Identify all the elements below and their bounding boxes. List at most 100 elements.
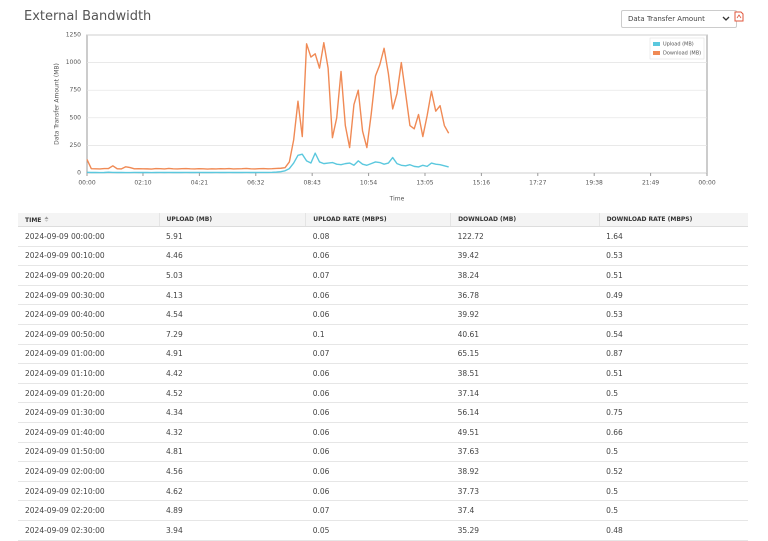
table-row: 2024-09-09 01:50:00 4.81 0.06 37.63 0.5: [18, 442, 748, 463]
table-cell: 36.78: [450, 285, 600, 306]
table-cell: 0.06: [305, 363, 451, 384]
table-cell: 0.49: [599, 285, 748, 306]
x-tick-label: 17:27: [529, 180, 546, 187]
legend-label: Upload (MB): [663, 42, 694, 48]
table-cell: 0.51: [599, 363, 748, 384]
table-row: 2024-09-09 00:20:00 5.03 0.07 38.24 0.51: [18, 265, 748, 286]
table-cell: 2024-09-09 01:00:00: [18, 344, 160, 365]
table-cell: 0.5: [599, 500, 748, 521]
table-row: 2024-09-09 01:20:00 4.52 0.06 37.14 0.5: [18, 383, 748, 404]
y-axis-label: Data Transfer Amount (MB): [54, 63, 61, 145]
x-tick-label: 10:54: [360, 180, 377, 187]
x-tick-label: 02:10: [134, 180, 151, 187]
legend-box: [649, 37, 705, 60]
column-header[interactable]: TIME: [18, 213, 160, 227]
table-cell: 2024-09-09 00:30:00: [18, 285, 160, 306]
table-cell: 2024-09-09 01:20:00: [18, 383, 160, 404]
table-header: TIME UPLOAD (MB) UPLOAD RATE (MBPS) DOWNLO…: [18, 213, 748, 227]
table-cell: 0.75: [599, 402, 748, 423]
table-cell: 0.5: [599, 481, 748, 502]
dropdown-text: Data Transfer Amount: [628, 15, 705, 23]
table-cell: 35.29: [450, 520, 600, 541]
table-cell: 4.32: [159, 422, 306, 443]
table-row: 2024-09-09 01:30:00 4.34 0.06 56.14 0.75: [18, 402, 748, 423]
sort-icon: [44, 216, 48, 222]
table-cell: 38.51: [450, 363, 600, 384]
table-cell: 2024-09-09 01:40:00: [18, 422, 160, 443]
table-cell: 2024-09-09 01:50:00: [18, 442, 160, 463]
table-cell: 0.06: [305, 304, 451, 325]
table-cell: 0.06: [305, 402, 451, 423]
table-cell: 2024-09-09 00:40:00: [18, 304, 160, 325]
table-cell: 4.81: [159, 442, 306, 463]
table-cell: 0.06: [305, 383, 451, 404]
metric-dropdown[interactable]: Data Transfer Amount: [621, 10, 737, 28]
table-row: 2024-09-09 02:20:00 4.89 0.07 37.4 0.5: [18, 500, 748, 521]
table-cell: 0.52: [599, 461, 748, 482]
table-cell: 39.92: [450, 304, 600, 325]
table-row: 2024-09-09 00:30:00 4.13 0.06 36.78 0.49: [18, 285, 748, 306]
table-cell: 4.62: [159, 481, 306, 502]
table-cell: 4.91: [159, 344, 306, 365]
table-cell: 4.54: [159, 304, 306, 325]
x-axis-label: Time: [389, 196, 405, 203]
legend-swatch: [653, 42, 660, 46]
table-cell: 0.54: [599, 324, 748, 345]
table-row: 2024-09-09 00:00:00 5.91 0.08 122.72 1.64: [18, 226, 748, 247]
table-cell: 0.1: [305, 324, 451, 345]
table-cell: 2024-09-09 00:50:00: [18, 324, 160, 345]
table-cell: 39.42: [450, 246, 600, 267]
legend: Upload (MB) Download (MB): [649, 37, 705, 60]
y-tick-label: 250: [70, 142, 82, 149]
table-cell: 3.94: [159, 520, 306, 541]
legend-swatch: [653, 51, 660, 55]
table-cell: 0.07: [305, 344, 451, 365]
table-cell: 0.06: [305, 461, 451, 482]
table-cell: 2024-09-09 02:10:00: [18, 481, 160, 502]
table-cell: 38.24: [450, 265, 600, 286]
table-cell: 37.4: [450, 500, 600, 521]
table-cell: 0.5: [599, 442, 748, 463]
y-tick-label: 0: [77, 170, 81, 177]
chart: 0 250 500 750 1000 1250 00:00 02:10 04:21 06:32 08…: [54, 32, 716, 203]
table-row: 2024-09-09 00:10:00 4.46 0.06 39.42 0.53: [18, 246, 748, 267]
x-tick-label: 13:05: [416, 180, 433, 187]
plot-frame: [86, 34, 708, 174]
table-cell: 40.61: [450, 324, 600, 345]
pdf-export[interactable]: [734, 11, 744, 22]
column-header: UPLOAD RATE (MBPS): [305, 213, 451, 227]
table-row: 2024-09-09 01:40:00 4.32 0.06 49.51 0.66: [18, 422, 748, 443]
column-header: UPLOAD (MB): [158, 213, 306, 227]
y-tick-label: 750: [70, 87, 82, 94]
table-cell: 4.46: [159, 246, 306, 267]
x-tick-label: 08:43: [304, 180, 321, 187]
table-cell: 5.91: [159, 226, 306, 247]
table-row: 2024-09-09 01:00:00 4.91 0.07 65.15 0.87: [18, 344, 748, 365]
table-row: 2024-09-09 02:10:00 4.62 0.06 37.73 0.5: [18, 481, 748, 502]
table-cell: 4.13: [159, 285, 306, 306]
table-cell: 122.72: [450, 226, 600, 247]
table-row: 2024-09-09 02:30:00 3.94 0.05 35.29 0.48: [18, 520, 748, 541]
x-tick-label: 06:32: [247, 180, 264, 187]
table-cell: 65.15: [450, 344, 600, 365]
table-cell: 0.06: [305, 442, 451, 463]
table-cell: 2024-09-09 00:20:00: [18, 265, 160, 286]
table-cell: 37.63: [450, 442, 600, 463]
y-tick-label: 1000: [66, 59, 81, 66]
x-tick-label: 19:38: [586, 180, 603, 187]
table-cell: 49.51: [450, 422, 600, 443]
table-cell: 0.07: [305, 500, 451, 521]
series-line: [86, 42, 450, 170]
table-cell: 0.5: [599, 383, 748, 404]
table-cell: 0.53: [599, 246, 748, 267]
y-tick-label: 1250: [66, 32, 81, 39]
x-tick-label: 00:00: [698, 180, 715, 187]
table-cell: 0.08: [305, 226, 451, 247]
table-row: 2024-09-09 01:10:00 4.42 0.06 38.51 0.51: [18, 363, 748, 384]
table-cell: 2024-09-09 02:00:00: [18, 461, 160, 482]
legend-label: Download (MB): [663, 51, 701, 57]
table-cell: 4.89: [159, 500, 306, 521]
x-tick-label: 00:00: [78, 180, 95, 187]
table-cell: 37.14: [450, 383, 600, 404]
table-cell: 5.03: [159, 265, 306, 286]
